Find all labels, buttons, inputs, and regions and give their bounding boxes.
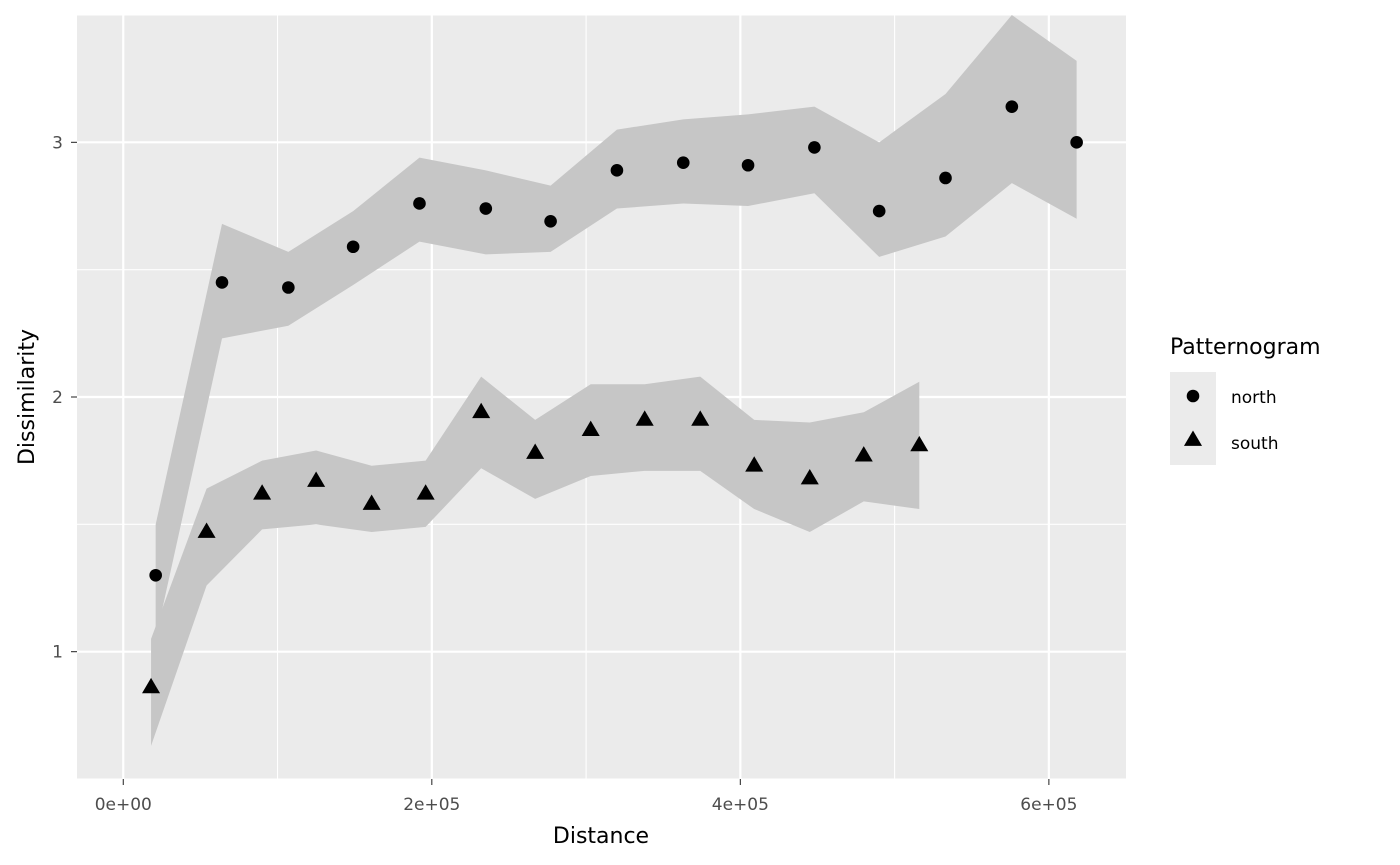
north-point xyxy=(676,156,690,170)
south-point xyxy=(581,420,600,436)
north-point xyxy=(1005,100,1019,113)
north-point xyxy=(413,197,426,210)
north-point xyxy=(544,214,557,228)
north-point xyxy=(872,204,886,218)
legend-key-background xyxy=(1170,372,1216,465)
north-point xyxy=(215,276,229,289)
south-point xyxy=(253,484,272,500)
x-tick-label: 6e+05 xyxy=(1020,795,1077,815)
south-point xyxy=(910,435,929,452)
south-point xyxy=(472,402,491,419)
north-point xyxy=(479,202,493,215)
y-axis-title: Dissimilarity xyxy=(15,329,40,465)
legend-key-south xyxy=(1183,430,1203,446)
south-point xyxy=(745,456,764,472)
x-tick-label: 2e+05 xyxy=(403,795,460,815)
south-point xyxy=(362,494,381,510)
south-point xyxy=(854,446,873,462)
legend: Patternogram north south xyxy=(1170,335,1321,465)
south-point xyxy=(526,443,545,459)
north-point xyxy=(808,141,821,154)
south-point xyxy=(691,410,710,426)
legend-items: north south xyxy=(1183,388,1278,454)
north-point xyxy=(939,171,952,185)
x-tick-label: 4e+05 xyxy=(712,795,769,815)
confidence-ribbons xyxy=(151,15,1077,746)
north-point xyxy=(149,568,162,582)
data-points xyxy=(142,100,1083,694)
ribbon-north xyxy=(155,15,1077,639)
y-tick-label: 1 xyxy=(52,643,63,663)
north-point xyxy=(1070,136,1083,149)
legend-label-north: north xyxy=(1231,388,1277,408)
north-point xyxy=(610,164,624,177)
x-tick-label: 0e+00 xyxy=(95,795,152,815)
south-point xyxy=(635,410,654,426)
ribbon-south xyxy=(151,376,920,746)
y-tick-label: 3 xyxy=(52,133,63,153)
south-point xyxy=(307,471,326,487)
north-point xyxy=(346,240,360,254)
south-point xyxy=(142,677,161,694)
south-point xyxy=(800,468,819,485)
north-point xyxy=(741,158,755,172)
legend-key-north xyxy=(1186,389,1200,403)
x-axis-ticks: 0e+00 2e+05 4e+05 6e+05 xyxy=(95,779,1077,815)
x-axis-title: Distance xyxy=(553,824,649,849)
legend-title: Patternogram xyxy=(1170,335,1321,360)
y-axis-ticks: 1 2 3 xyxy=(52,133,77,663)
north-point xyxy=(282,281,295,294)
y-tick-label: 2 xyxy=(52,388,63,408)
legend-label-south: south xyxy=(1231,434,1278,454)
south-point xyxy=(416,484,435,500)
south-point xyxy=(197,522,216,538)
